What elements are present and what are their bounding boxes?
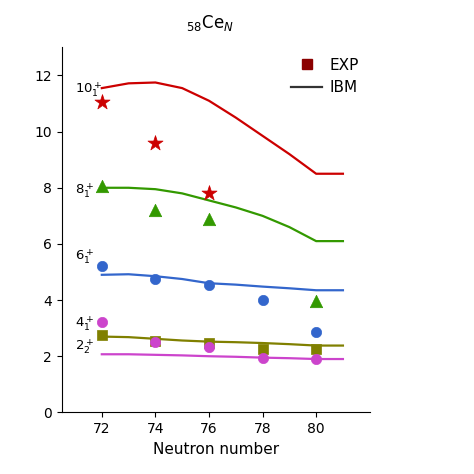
Text: $8_1^+$: $8_1^+$ (75, 181, 94, 200)
Point (98, 331, 106, 338)
Point (259, 345, 266, 353)
Point (205, 339, 213, 346)
Text: $10_1^+$: $10_1^+$ (75, 80, 102, 99)
Text: $_{58}$Ce$_N$: $_{58}$Ce$_N$ (185, 13, 234, 33)
Point (205, 215, 213, 222)
Point (98, 318, 106, 326)
Legend: EXP, IBM: EXP, IBM (285, 51, 365, 101)
Point (259, 296, 266, 304)
X-axis label: Neutron number: Neutron number (153, 442, 279, 456)
Text: $6_1^+$: $6_1^+$ (75, 247, 94, 266)
Point (152, 275, 159, 283)
Point (312, 355, 320, 363)
Point (98, 263, 106, 270)
Point (98, 182, 106, 190)
Point (312, 328, 320, 336)
Point (205, 343, 213, 351)
Point (205, 190, 213, 197)
Point (98, 98, 106, 106)
Text: $4_1^+$: $4_1^+$ (75, 315, 94, 333)
Point (152, 338, 159, 346)
Point (152, 139, 159, 146)
Point (312, 298, 320, 305)
Text: $2_2^+$: $2_2^+$ (75, 337, 94, 356)
Point (312, 345, 320, 353)
Point (205, 281, 213, 288)
Point (152, 207, 159, 214)
Point (259, 354, 266, 361)
Point (152, 337, 159, 345)
